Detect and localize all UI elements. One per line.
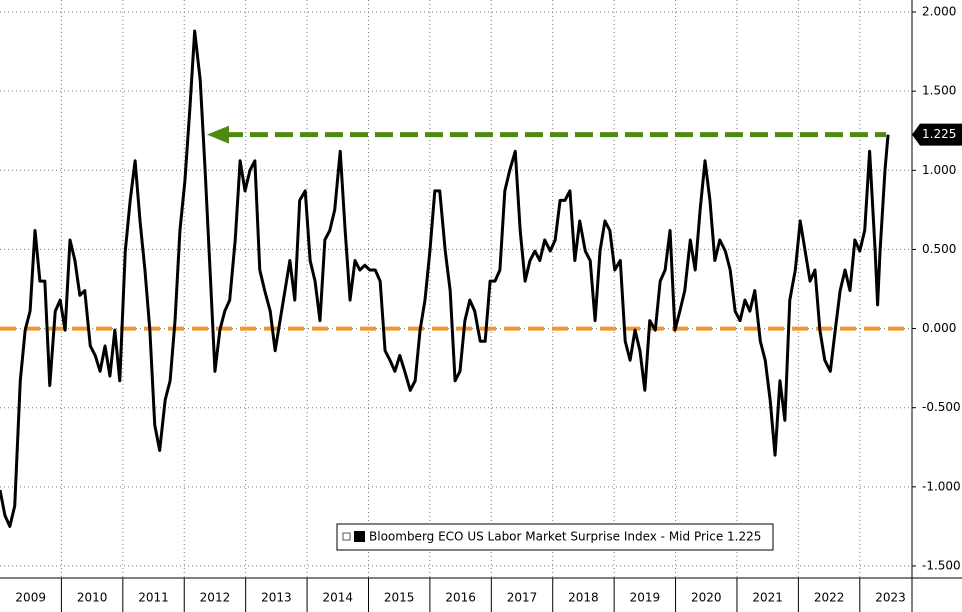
y-tick-label: 0.500 [922, 242, 956, 256]
legend-swatch [354, 531, 365, 542]
x-tick-label: 2023 [875, 591, 906, 605]
x-tick-label: 2018 [568, 591, 599, 605]
y-tick-label: 0.000 [922, 321, 956, 335]
end-label-box [912, 123, 962, 146]
legend: Bloomberg ECO US Labor Market Surprise I… [336, 523, 774, 551]
end-label: 1.225 [922, 127, 956, 141]
x-tick-label: 2015 [384, 591, 415, 605]
x-tick-label: 2013 [261, 591, 292, 605]
x-tick-label: 2011 [138, 591, 169, 605]
x-tick-label: 2020 [691, 591, 722, 605]
x-tick-label: 2014 [323, 591, 354, 605]
x-tick-label: 2022 [814, 591, 845, 605]
x-tick-label: 2019 [630, 591, 661, 605]
legend-box [336, 523, 774, 551]
y-tick-label: 1.500 [922, 84, 956, 98]
x-tick-label: 2010 [77, 591, 108, 605]
data-line [0, 29, 890, 528]
legend-toggle [342, 532, 351, 541]
x-tick-label: 2009 [15, 591, 46, 605]
y-tick-label: 1.000 [922, 163, 956, 177]
x-tick-label: 2016 [445, 591, 476, 605]
y-tick-label: -0.500 [922, 400, 961, 414]
y-tick-label: 2.000 [922, 5, 956, 19]
x-tick-label: 2017 [507, 591, 538, 605]
arrow-head [206, 125, 229, 144]
y-tick-label: -1.000 [922, 479, 961, 493]
x-tick-label: 2021 [752, 591, 783, 605]
legend-label: Bloomberg ECO US Labor Market Surprise I… [369, 530, 761, 544]
y-tick-label: -1.500 [922, 558, 961, 572]
x-tick-label: 2012 [200, 591, 231, 605]
